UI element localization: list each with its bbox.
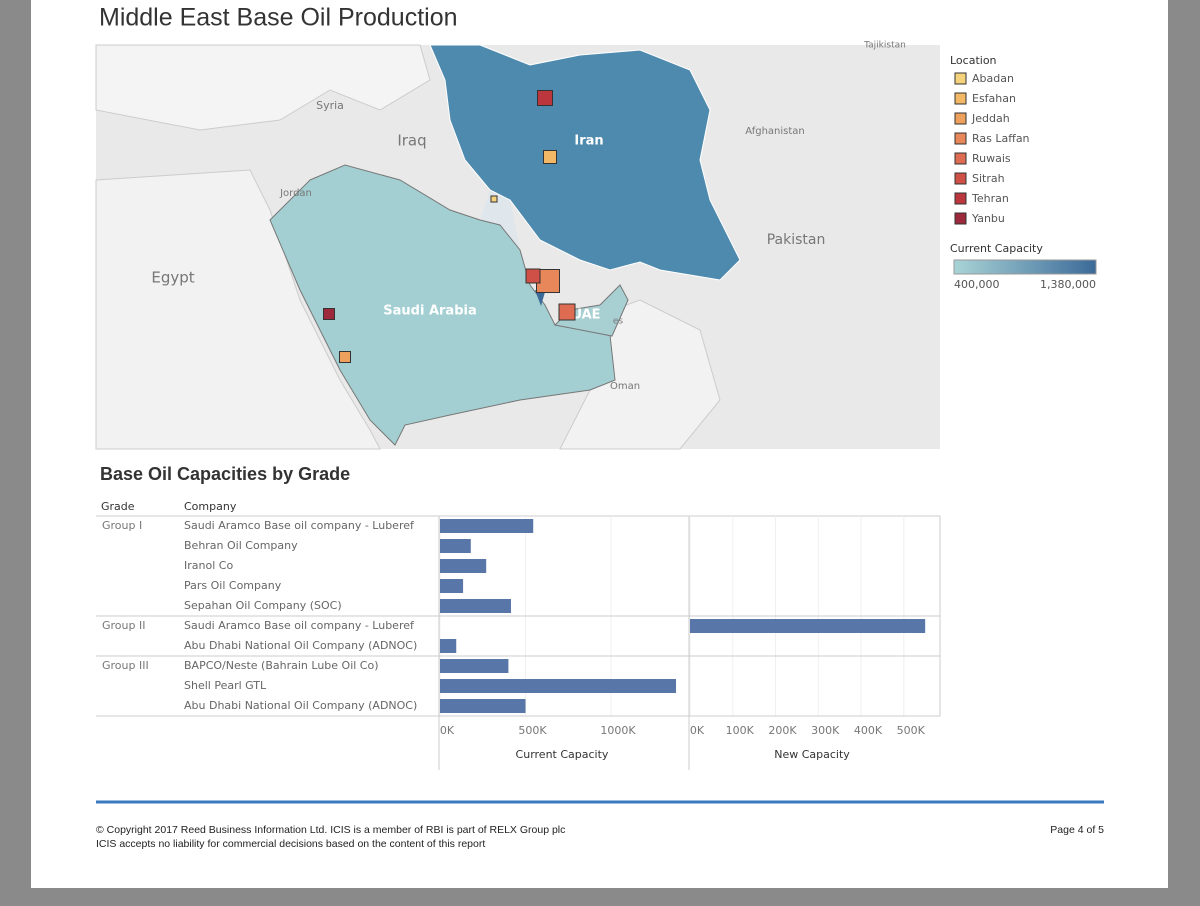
x-tick-label: 100K: [726, 724, 755, 737]
bar: [440, 579, 464, 593]
legend-swatch: [954, 212, 967, 225]
country-label: Afghanistan: [745, 126, 805, 137]
company-label: Abu Dhabi National Oil Company (ADNOC): [184, 699, 417, 712]
bar: [440, 699, 526, 713]
bar: [690, 619, 926, 633]
x-tick-label: 200K: [768, 724, 797, 737]
page-number: Page 4 of 5: [1050, 824, 1104, 836]
land: [95, 44, 431, 131]
gulf: [480, 190, 520, 250]
company-label: Abu Dhabi National Oil Company (ADNOC): [184, 639, 417, 652]
company-label: Shell Pearl GTL: [184, 679, 267, 692]
company-label: Behran Oil Company: [184, 539, 298, 552]
bar: [440, 639, 457, 653]
country-label: Oman: [610, 381, 640, 392]
legend-title: Location: [950, 54, 997, 67]
bar: [440, 519, 534, 533]
legend-label: Abadan: [972, 72, 1014, 85]
legend-range-label: 1,380,000: [1040, 278, 1096, 291]
region-label: Iran: [574, 134, 603, 149]
x-tick-label: 0K: [690, 724, 705, 737]
legend-range-label: 400,000: [954, 278, 1000, 291]
bar: [440, 539, 471, 553]
color-ramp: [953, 259, 1097, 275]
land: [95, 169, 381, 450]
axis-title: New Capacity: [774, 748, 850, 761]
company-label: BAPCO/Neste (Bahrain Lube Oil Co): [184, 659, 379, 672]
location-marker: [490, 195, 498, 203]
bar: [440, 659, 509, 673]
iran-region: [429, 44, 741, 281]
country-label: es: [613, 317, 624, 327]
x-tick-label: 500K: [518, 724, 547, 737]
legend-label: Jeddah: [971, 112, 1010, 125]
grade-label: Group II: [102, 619, 145, 632]
country-label: Syria: [316, 99, 344, 112]
bar: [440, 599, 511, 613]
legend-label: Ruwais: [972, 152, 1011, 165]
x-tick-label: 400K: [854, 724, 883, 737]
country-label: Iraq: [397, 132, 426, 150]
qatar-region: [535, 290, 545, 306]
bar: [440, 559, 487, 573]
company-label: Saudi Aramco Base oil company - Luberef: [184, 619, 415, 632]
grade-label: Group III: [102, 659, 149, 672]
legend-label: Ras Laffan: [972, 132, 1030, 145]
legend-swatch: [954, 92, 967, 105]
x-tick-label: 300K: [811, 724, 840, 737]
footer-text: ICIS accepts no liability for commercial…: [96, 838, 485, 850]
location-marker: [543, 150, 557, 164]
location-marker: [558, 303, 576, 321]
saudi-region: [269, 164, 616, 446]
bar: [440, 679, 677, 693]
country-label: Tajikistan: [863, 41, 906, 51]
map: [95, 44, 940, 450]
footer-text: © Copyright 2017 Reed Business Informati…: [96, 824, 565, 836]
location-marker: [537, 90, 553, 106]
column-header: Company: [184, 500, 237, 513]
company-label: Pars Oil Company: [184, 579, 282, 592]
legend-swatch: [954, 132, 967, 145]
legend-swatch: [954, 152, 967, 165]
country-label: Pakistan: [767, 232, 826, 248]
legend-label: Esfahan: [972, 92, 1016, 105]
location-marker: [339, 351, 351, 363]
legend-label: Tehran: [971, 192, 1009, 205]
x-tick-label: 500K: [897, 724, 926, 737]
location-marker: [323, 308, 335, 320]
page-title: Middle East Base Oil Production: [99, 4, 458, 32]
legend-title: Current Capacity: [950, 242, 1043, 255]
legend-swatch: [954, 112, 967, 125]
legend-swatch: [954, 192, 967, 205]
axis-title: Current Capacity: [516, 748, 609, 761]
column-header: Grade: [101, 500, 135, 513]
chart-title: Base Oil Capacities by Grade: [100, 464, 350, 484]
country-label: Egypt: [151, 269, 194, 287]
legend-label: Yanbu: [971, 212, 1005, 225]
region-label: Saudi Arabia: [383, 304, 476, 319]
region-label: UAE: [571, 308, 600, 323]
legend-label: Sitrah: [972, 172, 1005, 185]
legend-swatch: [954, 72, 967, 85]
location-marker: [525, 268, 541, 284]
legend-swatch: [954, 172, 967, 185]
country-label: Jordan: [279, 188, 312, 199]
company-label: Sepahan Oil Company (SOC): [184, 599, 342, 612]
company-label: Iranol Co: [184, 559, 233, 572]
x-tick-label: 1000K: [600, 724, 636, 737]
grade-label: Group I: [102, 519, 142, 532]
company-label: Saudi Aramco Base oil company - Luberef: [184, 519, 415, 532]
x-tick-label: 0K: [440, 724, 455, 737]
